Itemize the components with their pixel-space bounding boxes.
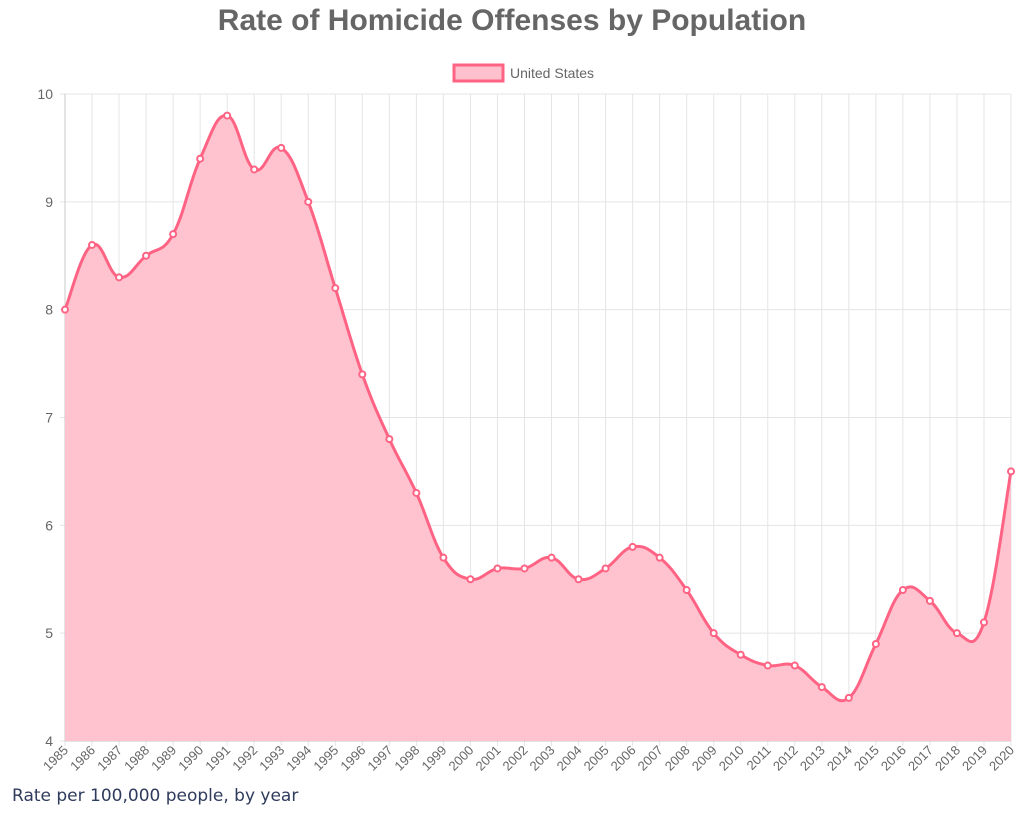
data-point [142, 251, 151, 260]
x-tick-label: 1999 [418, 743, 449, 774]
data-point [1007, 467, 1015, 476]
x-tick-label: 2017 [905, 743, 936, 774]
data-points [61, 111, 1015, 702]
x-tick-label: 2009 [689, 743, 720, 774]
x-tick-label: 1993 [256, 743, 287, 774]
x-tick-label: 2019 [959, 743, 990, 774]
x-tick-label: 2018 [932, 743, 963, 774]
data-point [412, 488, 421, 497]
data-point [115, 273, 124, 282]
data-point [709, 629, 718, 638]
data-point [547, 553, 556, 562]
x-tick-label: 2005 [581, 743, 612, 774]
data-point [169, 230, 178, 239]
x-tick-label: 2007 [635, 743, 666, 774]
data-point [439, 553, 448, 562]
x-tick-label: 2016 [878, 743, 909, 774]
x-tick-label: 2004 [554, 743, 585, 774]
x-tick-label: 2008 [662, 743, 693, 774]
data-point [979, 618, 988, 627]
data-point [88, 240, 97, 249]
data-point [358, 370, 367, 379]
x-tick-label: 1996 [337, 743, 368, 774]
x-tick-label: 1998 [391, 743, 422, 774]
x-tick-label: 1997 [364, 743, 395, 774]
data-point [817, 683, 826, 692]
chart-caption: Rate per 100,000 people, by year [12, 786, 299, 806]
data-point [871, 639, 880, 648]
x-tick-label: 2001 [473, 743, 504, 774]
data-point [844, 693, 853, 702]
x-tick-label: 1987 [94, 743, 125, 774]
data-point [655, 553, 664, 562]
x-tick-label: 2015 [851, 743, 882, 774]
y-tick-label: 9 [45, 194, 53, 210]
data-point [277, 143, 286, 152]
x-tick-label: 2003 [527, 743, 558, 774]
data-point [736, 650, 745, 659]
data-point [250, 165, 259, 174]
data-point [520, 564, 529, 573]
data-point [601, 564, 610, 573]
x-tick-label: 1994 [283, 743, 314, 774]
series-area [65, 115, 1011, 741]
data-point [385, 435, 394, 444]
data-point [898, 586, 907, 595]
x-tick-label: 1990 [175, 743, 206, 774]
data-point [196, 154, 205, 163]
series-line [63, 114, 1013, 703]
data-point [574, 575, 583, 584]
y-tick-label: 6 [45, 517, 53, 533]
x-tick-label: 1986 [67, 743, 98, 774]
x-tick-label: 2006 [608, 743, 639, 774]
x-tick-label: 1992 [229, 743, 260, 774]
data-point [682, 586, 691, 595]
y-tick-label: 5 [45, 625, 53, 641]
data-point [952, 629, 961, 638]
x-tick-label: 2010 [716, 743, 747, 774]
x-tick-label: 2020 [986, 743, 1017, 774]
data-point [628, 542, 637, 551]
data-point [223, 111, 232, 120]
data-point [493, 564, 502, 573]
data-point [304, 197, 313, 206]
x-tick-label: 2000 [445, 743, 476, 774]
x-tick-label: 1991 [202, 743, 233, 774]
x-tick-label: 1989 [148, 743, 179, 774]
chart-title: Rate of Homicide Offenses by Population [217, 4, 807, 37]
x-tick-label: 2014 [824, 743, 855, 774]
x-tick-label: 2002 [500, 743, 531, 774]
y-tick-label: 4 [45, 733, 53, 749]
y-tick-label: 7 [45, 410, 53, 426]
x-tick-label: 1995 [310, 743, 341, 774]
data-point [466, 575, 475, 584]
legend-label: United States [510, 65, 594, 81]
x-tick-label: 2011 [743, 743, 773, 773]
data-point [763, 661, 772, 670]
data-point [790, 661, 799, 670]
y-tick-label: 8 [45, 302, 53, 318]
data-point [925, 596, 934, 605]
data-point [331, 284, 340, 293]
x-tick-label: 2013 [797, 743, 828, 774]
legend-swatch [452, 63, 505, 83]
y-tick-label: 10 [37, 86, 53, 102]
x-tick-label: 2012 [770, 743, 801, 774]
x-tick-label: 1988 [121, 743, 152, 774]
data-point [61, 305, 69, 314]
